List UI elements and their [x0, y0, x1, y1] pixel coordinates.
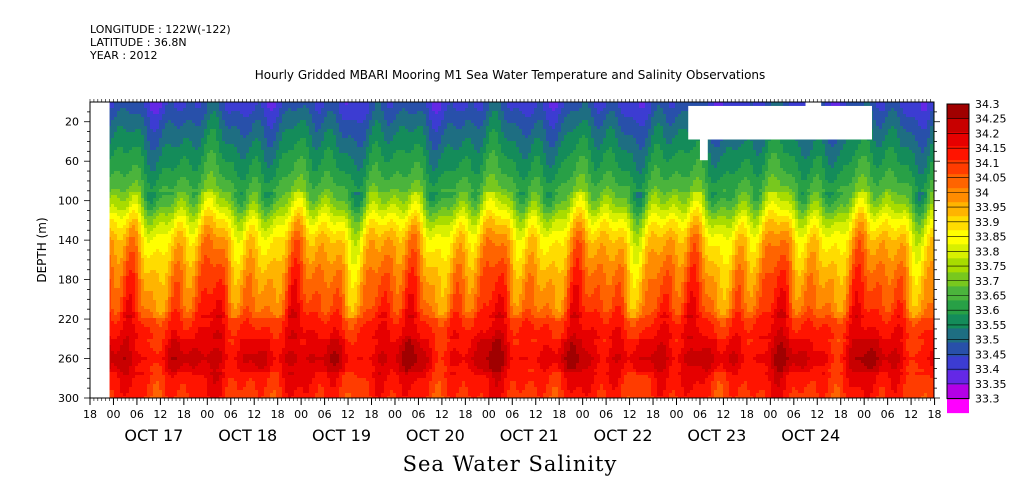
- salinity-field: [90, 102, 937, 400]
